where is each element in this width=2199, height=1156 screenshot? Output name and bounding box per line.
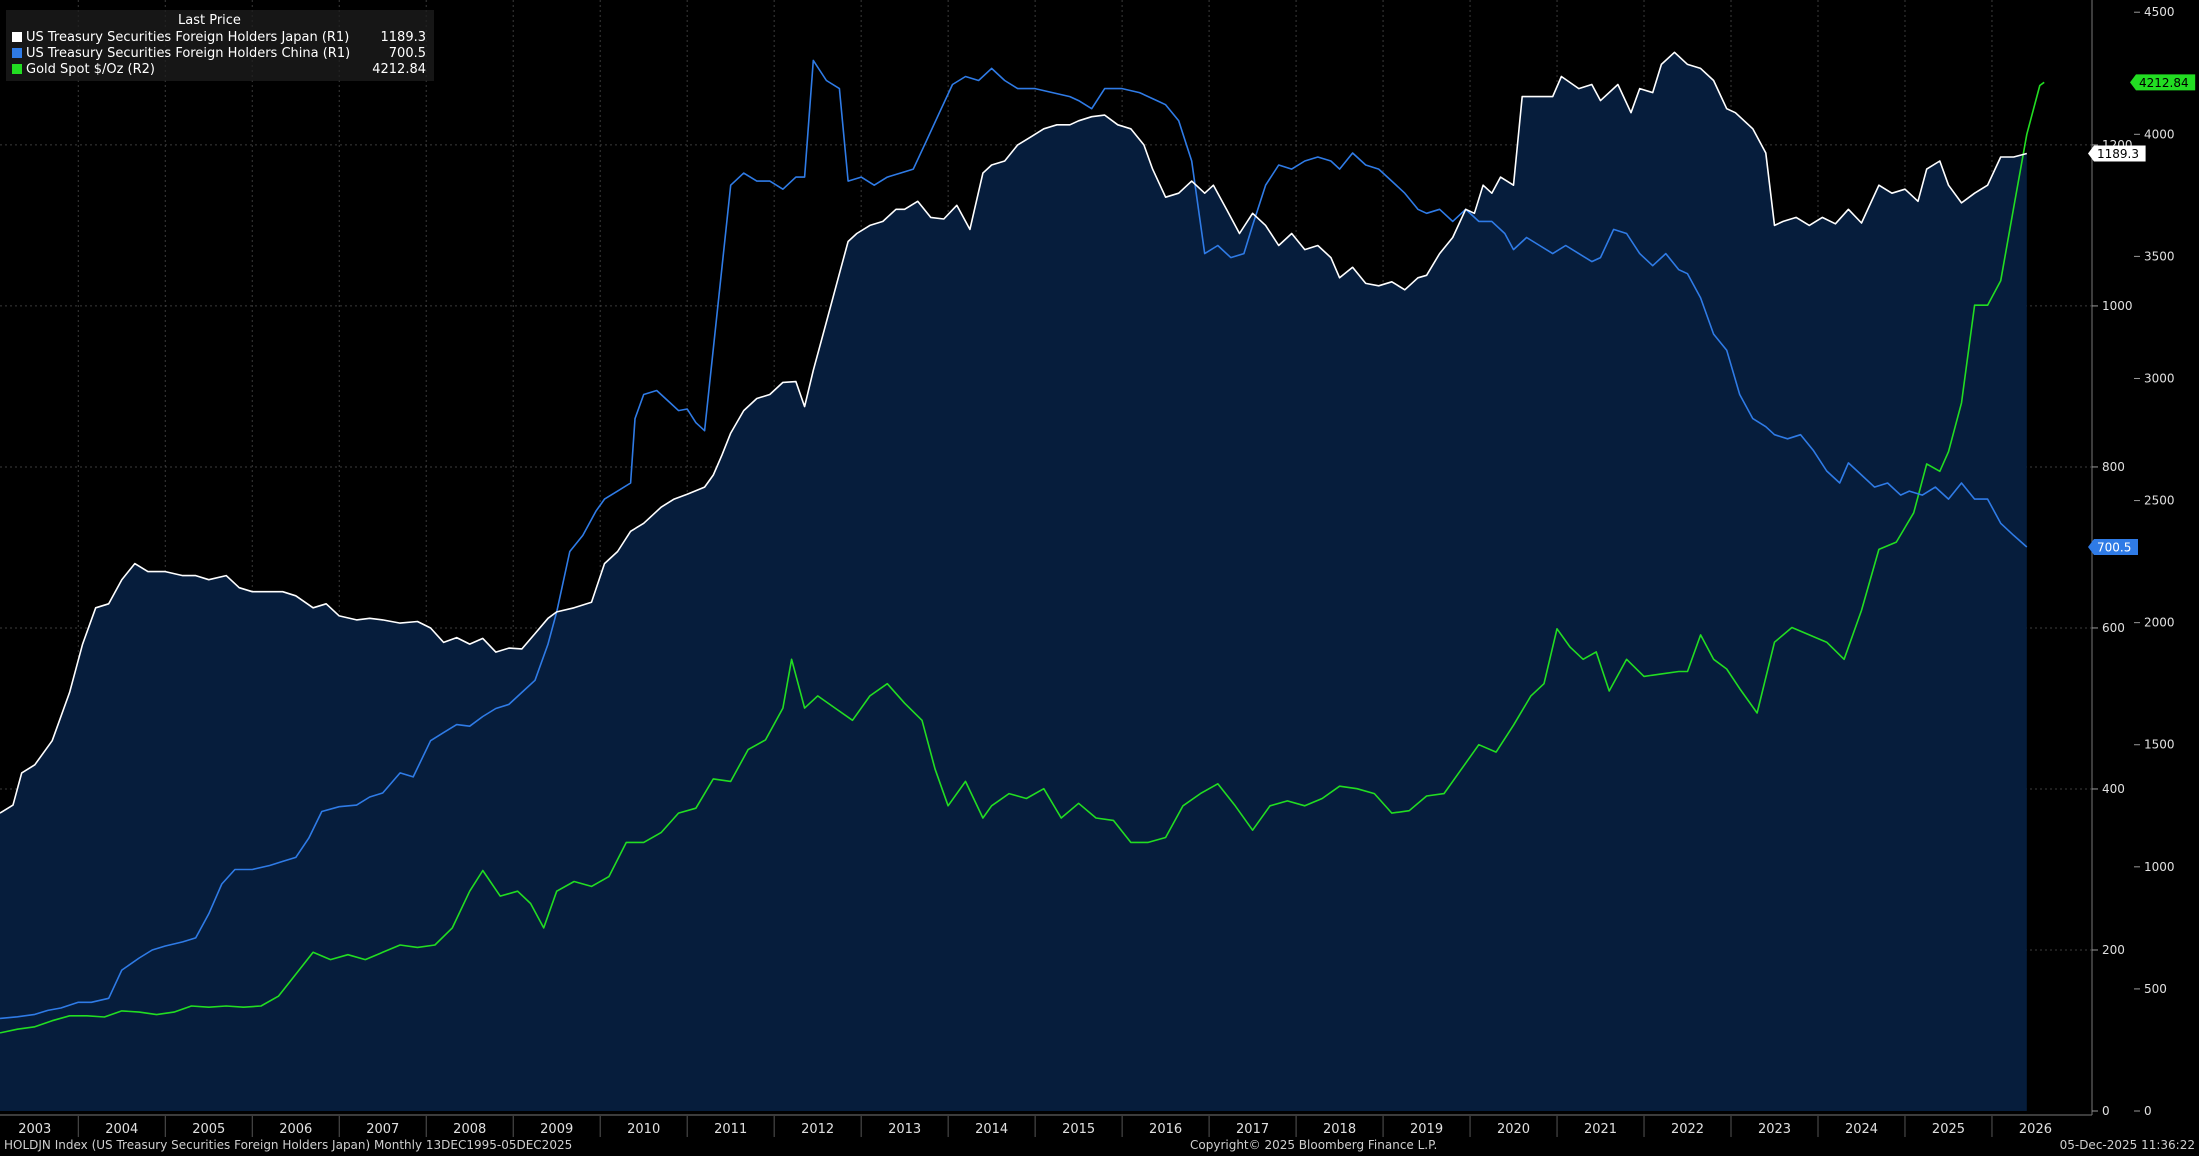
legend-swatch-gold	[12, 64, 22, 74]
last-value-tag-bg	[2088, 539, 2138, 556]
last-value-tag-text: 1189.3	[2097, 147, 2139, 161]
legend-header: Last Price	[178, 13, 241, 28]
last-value-tag-bg	[2130, 74, 2196, 91]
y-tick-label-r1: 800	[2102, 460, 2125, 474]
x-tick-label: 2010	[627, 1122, 660, 1137]
x-tick-label: 2013	[888, 1122, 921, 1137]
x-tick-label: 2023	[1758, 1122, 1791, 1137]
y-tick-label-r2: 4500	[2144, 5, 2175, 19]
legend-swatch-china	[12, 48, 22, 58]
x-tick-label: 2025	[1932, 1122, 1965, 1137]
x-tick-label: 2021	[1584, 1122, 1617, 1137]
legend-value-gold: 4212.84	[372, 61, 426, 77]
legend-label-gold: Gold Spot $/Oz (R2)	[26, 61, 155, 77]
x-tick-label: 2016	[1149, 1122, 1182, 1137]
series-lines	[0, 51, 2045, 1034]
x-tick-label: 2024	[1845, 1122, 1878, 1137]
x-tick-label: 2019	[1410, 1122, 1443, 1137]
x-tick-label: 2020	[1497, 1122, 1530, 1137]
legend-item-gold: Gold Spot $/Oz (R2) 4212.84	[12, 61, 426, 77]
last-value-tag-text: 4212.84	[2139, 76, 2189, 90]
series-line-2	[0, 81, 2045, 1034]
footer-copyright: Copyright© 2025 Bloomberg Finance L.P.	[1190, 1138, 1438, 1152]
footer-timestamp: 05-Dec-2025 11:36:22	[2059, 1138, 2195, 1152]
x-tick-label: 2007	[366, 1122, 399, 1137]
series-line-0	[0, 51, 2028, 814]
last-value-labels: 1189.3 700.5 4212.84	[2088, 74, 2196, 556]
y-tick-label-r2: 1000	[2144, 860, 2175, 874]
x-tick-label: 2017	[1236, 1122, 1269, 1137]
x-axis: 2003 2004 2005 2006 2007 2008 2009 2010 2011 2012…	[0, 1114, 2092, 1137]
y-axis: 0200400600800100012001400050010001500200…	[2091, 0, 2175, 1118]
legend-swatch-japan	[12, 32, 22, 42]
y-tick-label-r1: 0	[2102, 1104, 2110, 1118]
footer-source: HOLDJN Index (US Treasury Securities For…	[4, 1138, 573, 1152]
x-tick-label: 2018	[1323, 1122, 1356, 1137]
y-tick-label-r2: 3500	[2144, 249, 2175, 263]
last-value-tag-text: 700.5	[2097, 541, 2131, 555]
y-tick-label-r1: 1000	[2102, 299, 2133, 313]
legend-item-china: US Treasury Securities Foreign Holders C…	[12, 45, 426, 61]
y-tick-label-r2: 2000	[2144, 616, 2175, 630]
series-area-0	[0, 52, 2027, 1111]
y-tick-label-r2: 1500	[2144, 738, 2175, 752]
y-tick-label-r2: 2500	[2144, 494, 2175, 508]
legend-label-japan: US Treasury Securities Foreign Holders J…	[26, 29, 350, 45]
x-tick-label: 2015	[1062, 1122, 1095, 1137]
legend-item-japan: US Treasury Securities Foreign Holders J…	[12, 29, 426, 45]
y-tick-label-r1: 400	[2102, 782, 2125, 796]
x-tick-label: 2009	[540, 1122, 573, 1137]
x-tick-label: 2014	[975, 1122, 1008, 1137]
x-tick-label: 2006	[279, 1122, 312, 1137]
legend-value-china: 700.5	[388, 45, 426, 61]
x-tick-label: 2011	[714, 1122, 747, 1137]
chart-legend: Last Price US Treasury Securities Foreig…	[6, 10, 434, 81]
x-tick-label: 2012	[801, 1122, 834, 1137]
legend-value-japan: 1189.3	[380, 29, 427, 45]
x-tick-label: 2004	[105, 1122, 138, 1137]
x-tick-label: 2026	[2019, 1122, 2052, 1137]
x-tick-label: 2003	[18, 1122, 51, 1137]
series-line-1	[0, 59, 2028, 1020]
x-tick-label: 2005	[192, 1122, 225, 1137]
y-tick-label-r1: 600	[2102, 621, 2125, 635]
legend-label-china: US Treasury Securities Foreign Holders C…	[26, 45, 351, 61]
japan-area	[0, 52, 2027, 1111]
y-tick-label-r2: 500	[2144, 982, 2167, 996]
y-tick-label-r1: 200	[2102, 943, 2125, 957]
last-value-tag-bg	[2088, 145, 2146, 162]
y-tick-label-r2: 4000	[2144, 127, 2175, 141]
y-tick-label-r2: 3000	[2144, 371, 2175, 385]
y-tick-label-r2: 0	[2144, 1104, 2152, 1118]
x-tick-label: 2022	[1671, 1122, 1704, 1137]
x-tick-label: 2008	[453, 1122, 486, 1137]
